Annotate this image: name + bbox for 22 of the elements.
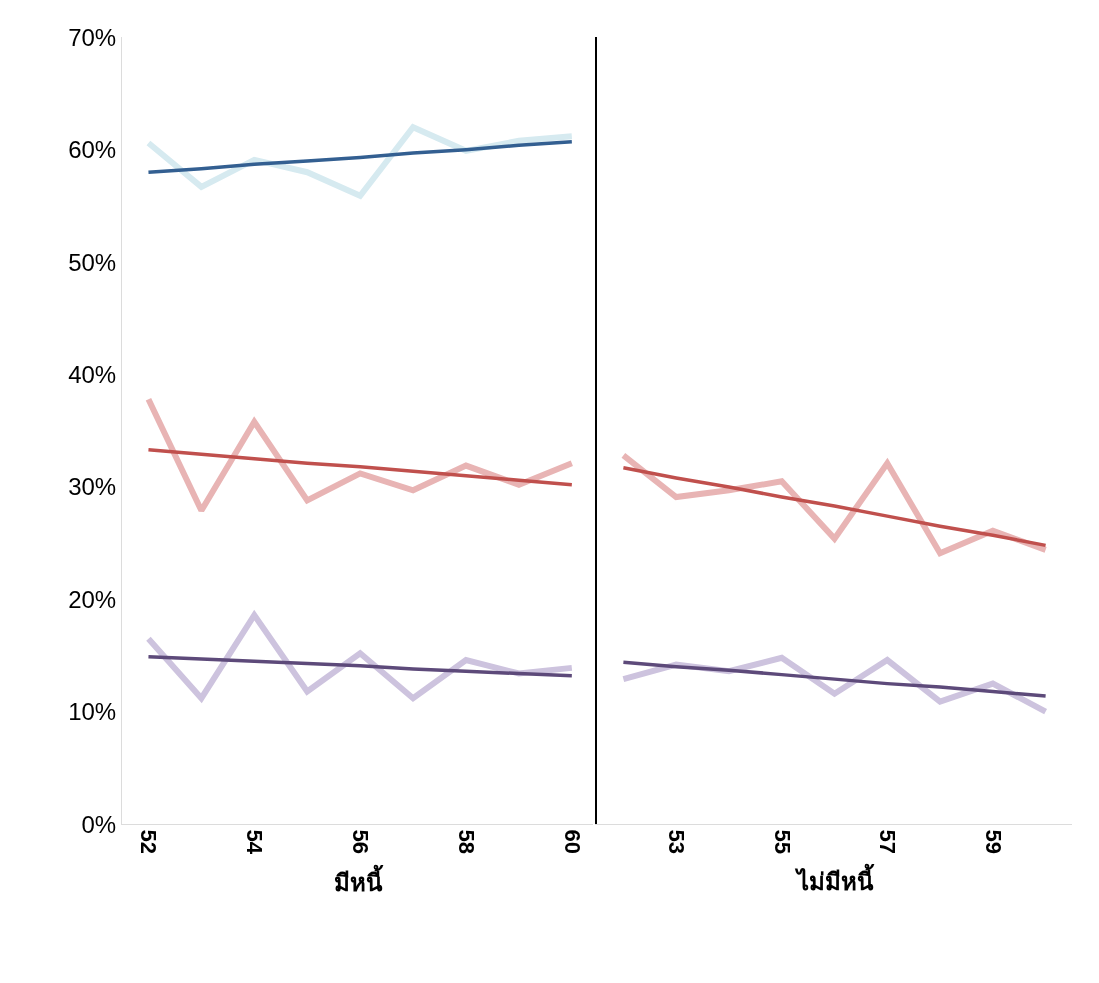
x-tick-label: 54	[242, 829, 268, 855]
x-tick-label: 60	[559, 829, 585, 854]
y-tick-label: 20%	[68, 585, 117, 613]
x-tick-label: 52	[136, 829, 162, 854]
y-tick-label: 70%	[68, 23, 117, 51]
x-axis-title: มีหนี้	[333, 864, 384, 897]
y-tick-label: 10%	[68, 698, 117, 726]
y-tick-label: 50%	[68, 248, 117, 276]
x-tick-label: 56	[348, 829, 373, 854]
line-series	[146, 654, 574, 678]
x-tick-label: 55	[769, 829, 795, 854]
y-tick-label: 60%	[68, 136, 117, 164]
x-tick-label: 58	[453, 829, 479, 854]
y-tick-label: 0%	[81, 810, 117, 838]
x-axis-title: ไม่มีหนี้	[793, 863, 875, 896]
y-tick-label: 40%	[68, 360, 117, 388]
line-series	[146, 448, 574, 487]
y-tick-label: 30%	[68, 473, 117, 501]
line-series	[146, 140, 574, 174]
x-tick-label: 53	[664, 829, 690, 854]
x-tick-label: 59	[980, 829, 1006, 854]
x-tick-label: 57	[875, 829, 901, 854]
